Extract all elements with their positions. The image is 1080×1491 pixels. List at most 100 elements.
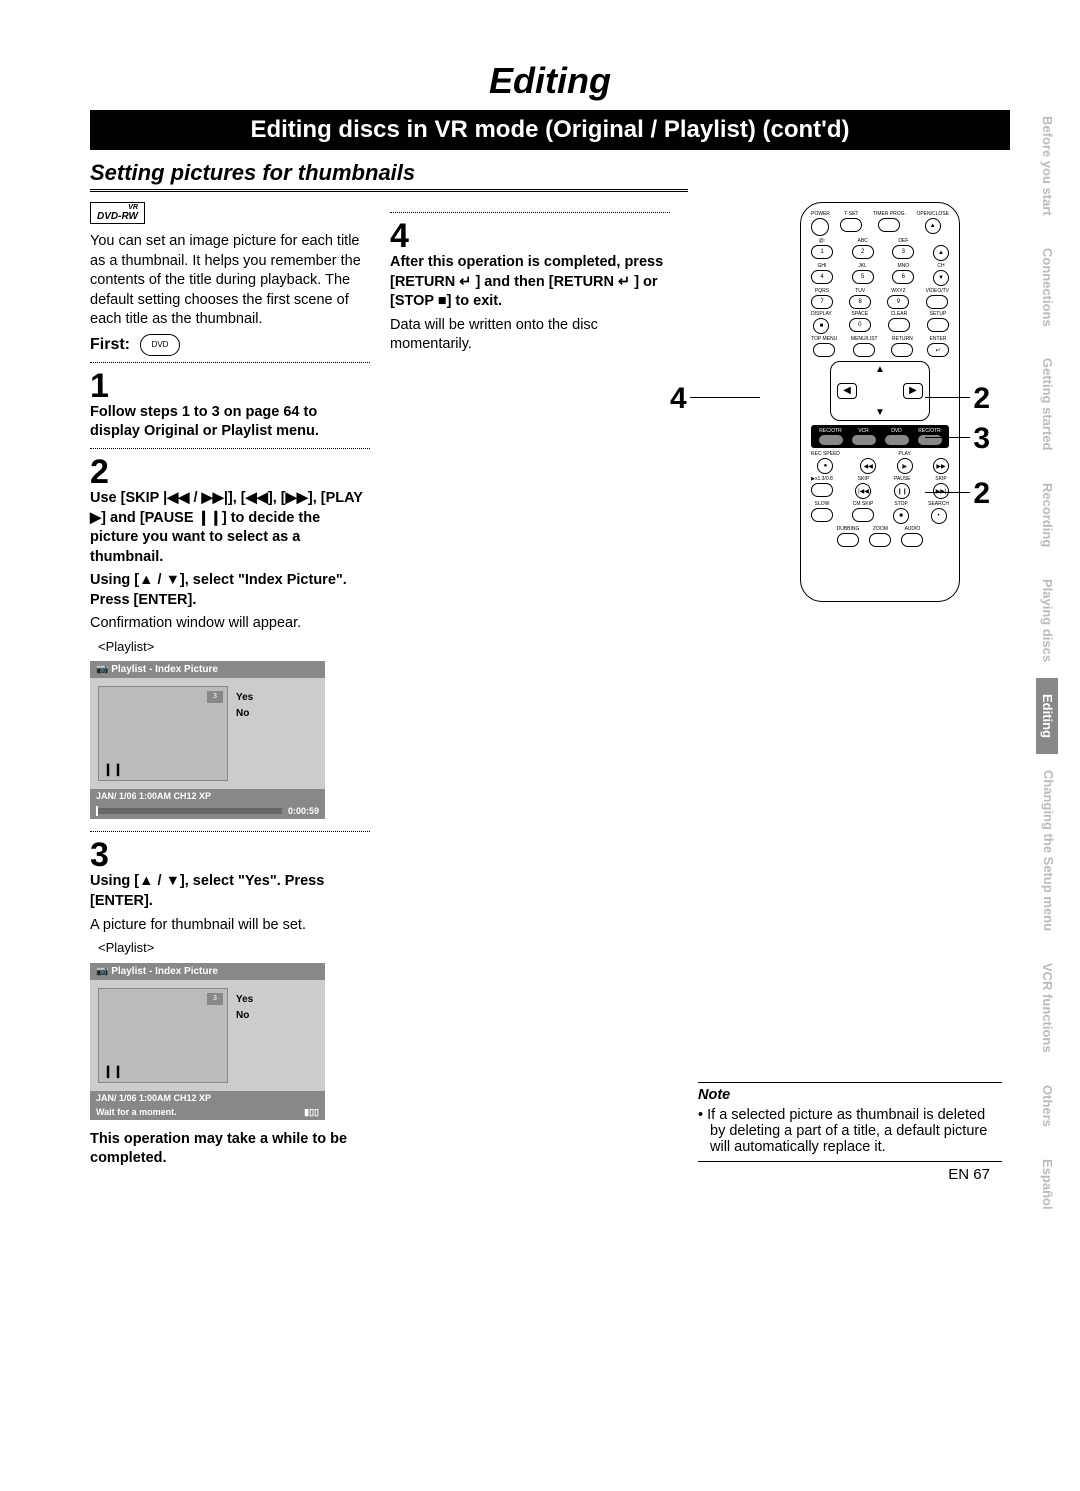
label-slow: SLOW [815, 501, 830, 507]
label-search: SEARCH [928, 501, 949, 507]
side-tab-playing: Playing discs [1036, 563, 1058, 678]
btn-openclose: ▲ [925, 218, 941, 234]
note-box: Note If a selected picture as thumbnail … [690, 1082, 1010, 1162]
callout-line [925, 492, 970, 493]
btn-4: 4 [811, 270, 833, 284]
step-3-number: 3 [90, 838, 370, 872]
side-tab-vcr: VCR functions [1036, 947, 1058, 1069]
label-wxyz: WXYZ [891, 288, 905, 294]
label-enter: ENTER [930, 336, 947, 342]
btn-clear [888, 318, 910, 332]
btn-6: 6 [892, 270, 914, 284]
first-label: First: [90, 336, 130, 354]
btn-7: 7 [811, 295, 833, 309]
divider [90, 831, 370, 832]
btn-pause: ❙❙ [894, 483, 910, 499]
btn-cmskip [852, 508, 874, 522]
side-tab-espanol: Español [1036, 1143, 1058, 1226]
side-tabs: Before you start Connections Getting sta… [1036, 100, 1058, 1225]
thumb-index: 3 [207, 691, 223, 703]
btn-power [811, 218, 829, 236]
step-3-footer: This operation may take a while to be co… [90, 1130, 370, 1169]
option-yes: Yes [236, 992, 253, 1008]
playlist-status: JAN/ 1/06 1:00AM CH12 XP [90, 1091, 325, 1105]
section-title: Setting pictures for thumbnails [90, 160, 688, 192]
btn-audio [901, 533, 923, 547]
playlist-thumbnail: 3 ❙❙ [98, 988, 228, 1083]
label-skip2: SKIP [935, 476, 946, 482]
btn-zoom [869, 533, 891, 547]
label-play: PLAY [898, 451, 910, 457]
pause-icon: ❙❙ [103, 1064, 123, 1078]
label-timer: TIMER PROG. [873, 211, 906, 217]
label-setup: SETUP [930, 311, 947, 317]
step-1-number: 1 [90, 369, 370, 403]
playlist-header: 📷 Playlist - Index Picture [90, 963, 325, 980]
step-1-text: Follow steps 1 to 3 on page 64 to displa… [90, 403, 370, 442]
pause-icon: ❙❙ [103, 762, 123, 776]
callout-line [690, 397, 760, 398]
btn-timer [878, 218, 900, 232]
step-2-line2: Using [▲ / ▼], select "Index Picture". P… [90, 571, 370, 610]
btn-x13 [811, 483, 833, 497]
disc-badge: VR DVD-RW [90, 202, 145, 224]
step-3-sub: <Playlist> [98, 939, 370, 957]
callout-line [925, 397, 970, 398]
playlist-status: JAN/ 1/06 1:00AM CH12 XP [90, 789, 325, 803]
label-stop: STOP [894, 501, 908, 507]
label-menulist: MENU/LIST [851, 336, 878, 342]
remote-control: POWER T-SET TIMER PROG. OPEN/CLOSE▲ @:1 … [800, 202, 960, 602]
callout-4: 4 [670, 382, 687, 416]
label-audio: AUDIO [904, 526, 920, 532]
dvd-disc-icon: DVD [140, 334, 180, 356]
label-openclose: OPEN/CLOSE [916, 211, 949, 217]
option-no: No [236, 706, 253, 722]
label-display: DISPLAY [811, 311, 832, 317]
btn-1: 1 [811, 245, 833, 259]
btn-dubbing [837, 533, 859, 547]
step-3-line2: A picture for thumbnail will be set. [90, 916, 370, 936]
option-no: No [236, 1008, 253, 1024]
btn-menulist [853, 343, 875, 357]
intro-text: You can set an image picture for each ti… [90, 232, 370, 330]
label-cmskip: CM SKIP [853, 501, 874, 507]
step-2-number: 2 [90, 455, 370, 489]
column-middle: 4 After this operation is completed, pre… [390, 202, 670, 1173]
btn-setup [927, 318, 949, 332]
wait-indicator: ▮▯▯ [304, 1107, 319, 1118]
divider [90, 448, 370, 449]
side-tab-getting-started: Getting started [1036, 342, 1058, 466]
column-left: VR DVD-RW You can set an image picture f… [90, 202, 370, 1173]
thumb-index: 3 [207, 993, 223, 1005]
playlist-header: 📷 Playlist - Index Picture [90, 661, 325, 678]
option-yes: Yes [236, 690, 253, 706]
label-dubbing: DUBBING [837, 526, 860, 532]
divider [390, 212, 670, 213]
label-jkl: JKL [858, 263, 867, 269]
arrow-left-icon: ◀ [837, 383, 857, 399]
label-ch: CH [937, 263, 944, 269]
progress-bar [96, 808, 282, 814]
step-2-line1: Use [SKIP |◀◀ / ▶▶|], [◀◀], [▶▶], [PLAY … [90, 489, 370, 567]
label-dvd: DVD [891, 428, 902, 434]
btn-rec: ● [817, 458, 833, 474]
label-ghi: GHI [818, 263, 827, 269]
label-recotr2: REC/OTR [918, 428, 941, 434]
playlist-wait: Wait for a moment. ▮▯▯ [90, 1105, 325, 1120]
label-mno: MNO [897, 263, 909, 269]
btn-play: ▶ [897, 458, 913, 474]
btn-topmenu [813, 343, 835, 357]
step-4-line1: After this operation is completed, press… [390, 253, 670, 312]
label-videotv: VIDEO/TV [926, 288, 949, 294]
dpad: ▲ ▼ ◀ ▶ [830, 361, 930, 421]
page-number: EN 67 [948, 1166, 990, 1183]
btn-search: • [931, 508, 947, 524]
btn-enter: ↵ [927, 343, 949, 357]
btn-8: 8 [849, 295, 871, 309]
label-zoom: ZOOM [873, 526, 888, 532]
side-tab-connections: Connections [1036, 232, 1058, 343]
label-tset: T-SET [844, 211, 858, 217]
progress-time: 0:00:59 [288, 806, 319, 816]
playlist-options: Yes No [236, 686, 253, 781]
btn-9: 9 [887, 295, 909, 309]
